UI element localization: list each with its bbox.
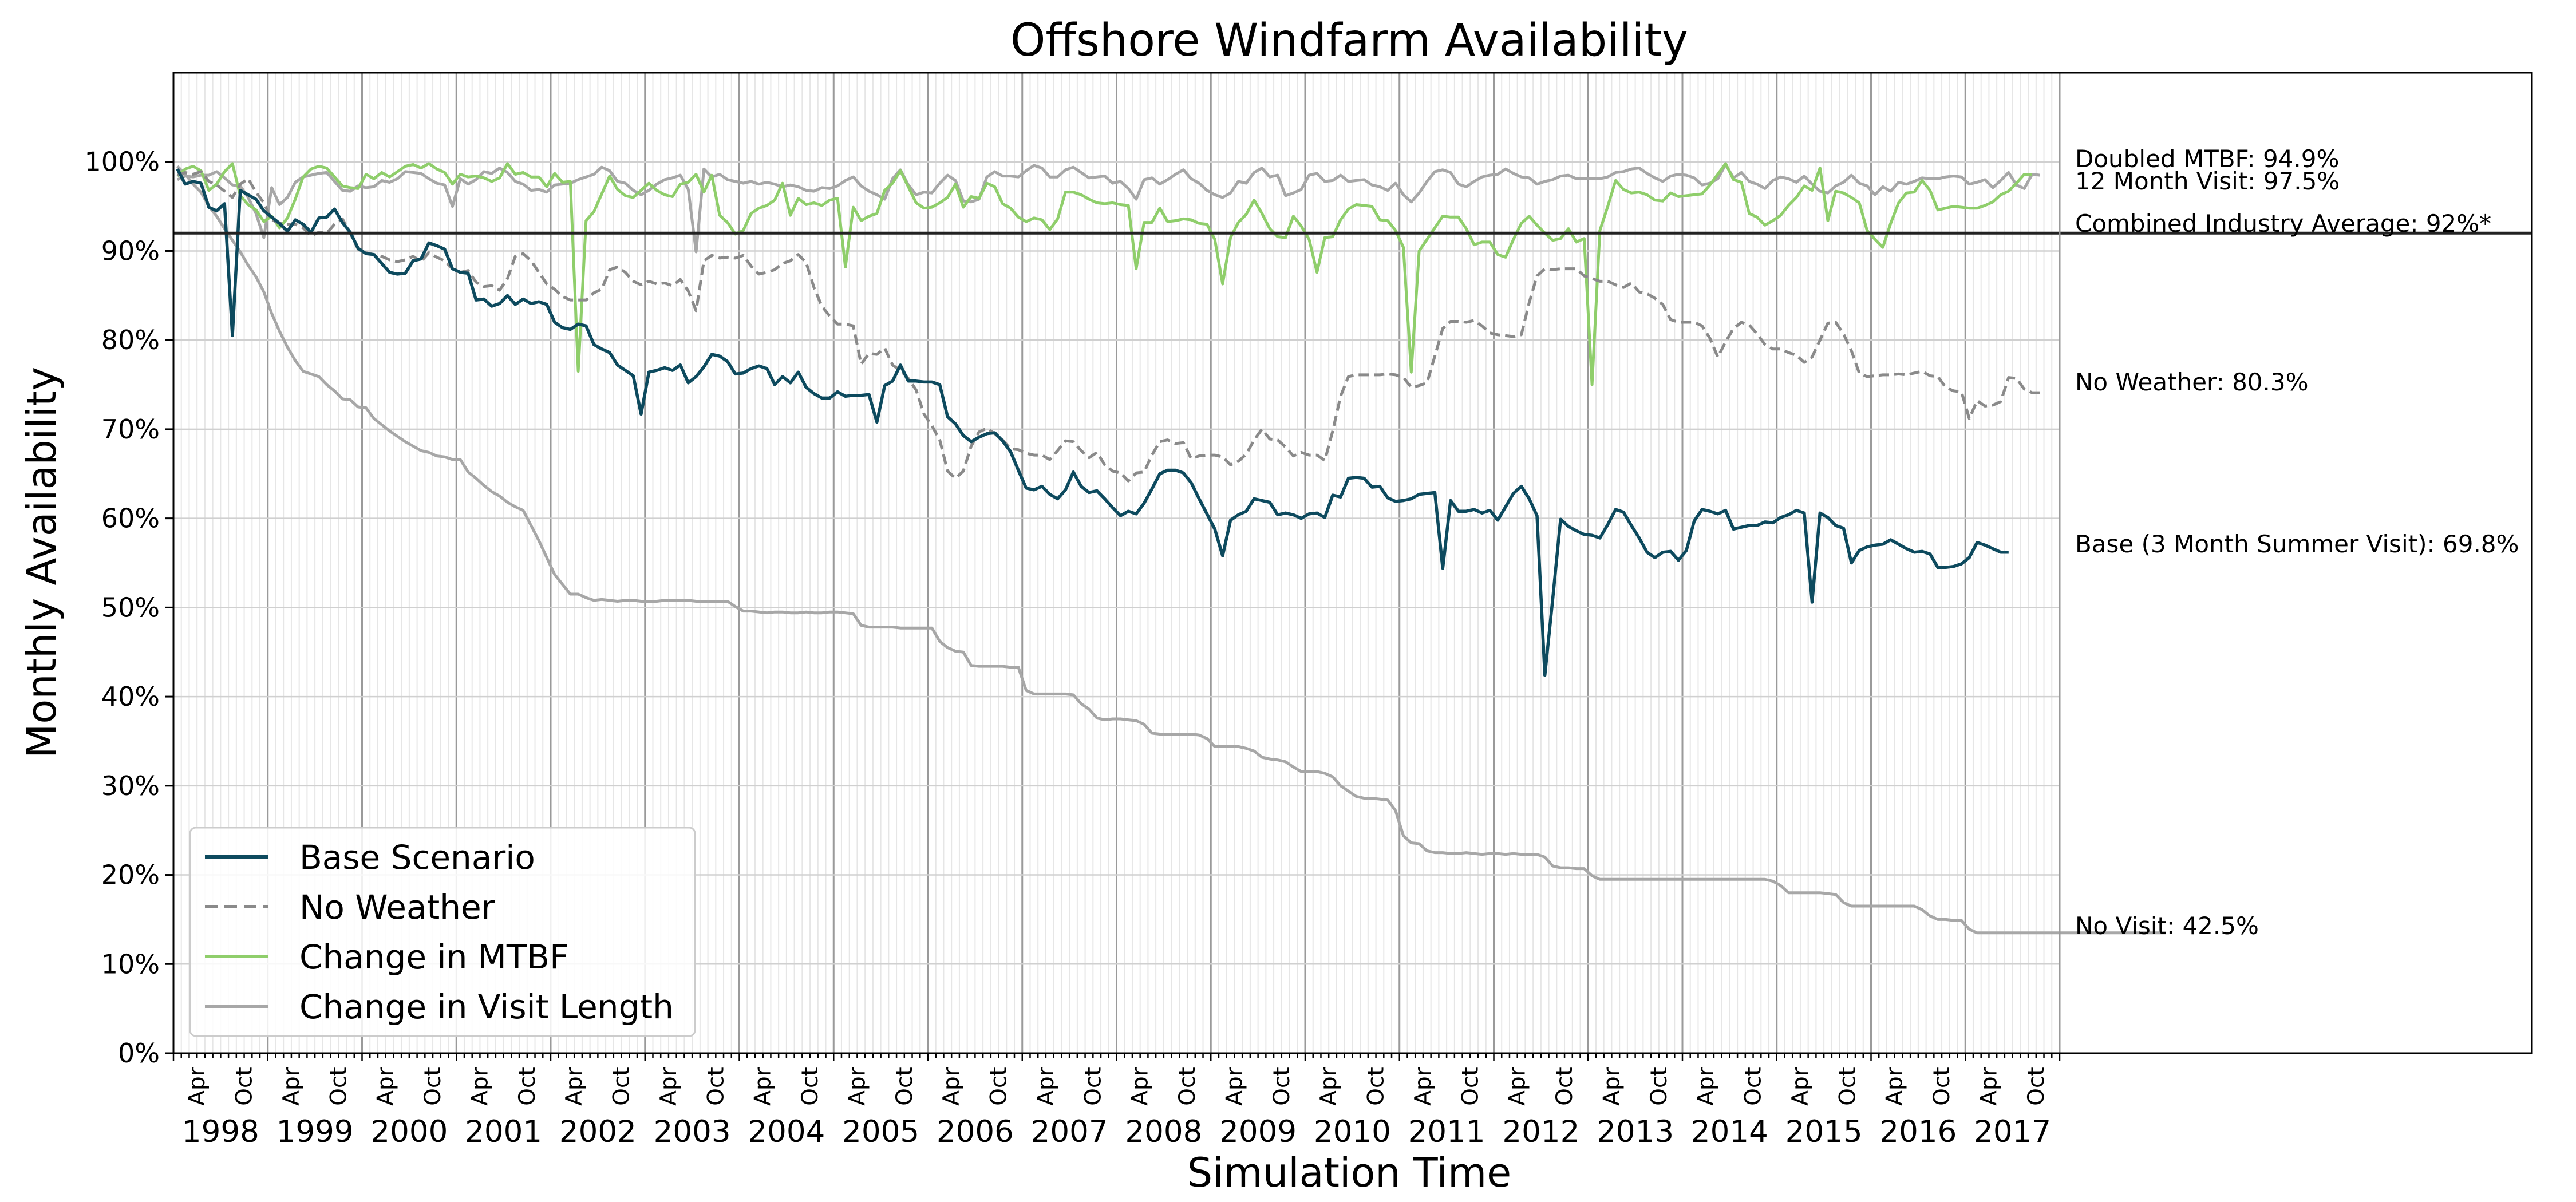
series-line-4 bbox=[176, 165, 2166, 935]
y-tick-label: 70% bbox=[101, 414, 160, 445]
x-month-label: Apr bbox=[1411, 1066, 1436, 1105]
x-month-label: Apr bbox=[1599, 1066, 1625, 1105]
y-axis: 0% 10% 20% 30% 40% 50% 60% 70% 80% 90% 100% bbox=[84, 147, 173, 1069]
legend: Base Scenario No Weather Change in MTBF Cha… bbox=[189, 827, 696, 1037]
x-year-label: 2009 bbox=[1219, 1114, 1297, 1149]
x-year-label: 2001 bbox=[465, 1114, 542, 1149]
x-month-label: Apr bbox=[1505, 1066, 1531, 1105]
x-month-label: Oct bbox=[703, 1067, 729, 1105]
end-label-industry-average: Combined Industry Average: 92%* bbox=[2075, 209, 2491, 238]
end-labels: Doubled MTBF: 94.9%12 Month Visit: 97.5%… bbox=[2075, 145, 2519, 940]
y-tick-label: 100% bbox=[84, 147, 160, 177]
x-month-label: Oct bbox=[1080, 1067, 1106, 1105]
series-line-1 bbox=[177, 170, 2040, 483]
x-month-label: Apr bbox=[1316, 1066, 1342, 1105]
x-year-label: 2008 bbox=[1125, 1114, 1202, 1149]
x-year-label: 2003 bbox=[654, 1114, 731, 1149]
y-tick-label: 40% bbox=[101, 681, 160, 712]
x-axis: Apr Oct 1998 Apr Oct 1999 Apr Oct 2000 Apr Oct 2001… bbox=[172, 1053, 2061, 1149]
x-month-label: Apr bbox=[373, 1066, 399, 1105]
x-year-label: 1999 bbox=[276, 1114, 354, 1149]
x-month-label: Oct bbox=[986, 1067, 1012, 1105]
x-year-label: 2014 bbox=[1691, 1114, 1768, 1149]
x-month-label: Oct bbox=[232, 1067, 258, 1105]
legend-label: Change in Visit Length bbox=[299, 987, 674, 1026]
y-tick-label: 30% bbox=[101, 770, 160, 801]
y-tick-label: 0% bbox=[118, 1038, 160, 1069]
x-year-label: 2012 bbox=[1502, 1114, 1579, 1149]
y-tick-label: 50% bbox=[101, 592, 160, 623]
legend-label: Change in MTBF bbox=[299, 938, 568, 976]
x-year-label: 2017 bbox=[1974, 1114, 2051, 1149]
legend-label: Base Scenario bbox=[299, 838, 535, 877]
x-month-label: Oct bbox=[1741, 1067, 1767, 1105]
x-month-label: Oct bbox=[420, 1067, 446, 1105]
x-month-label: Apr bbox=[467, 1066, 493, 1105]
x-year-label: 2015 bbox=[1785, 1114, 1863, 1149]
x-year-label: 2000 bbox=[370, 1114, 448, 1149]
x-month-label: Apr bbox=[1033, 1066, 1059, 1105]
series-layer bbox=[176, 162, 2166, 935]
x-month-label: Apr bbox=[562, 1066, 587, 1105]
x-axis-label: Simulation Time bbox=[1187, 1149, 1511, 1196]
x-month-label: Oct bbox=[1835, 1067, 1860, 1105]
x-month-label: Apr bbox=[1222, 1066, 1247, 1105]
y-tick-label: 20% bbox=[101, 860, 160, 891]
x-month-label: Oct bbox=[326, 1067, 351, 1105]
end-label-series-0: Base (3 Month Summer Visit): 69.8% bbox=[2075, 530, 2519, 558]
x-month-label: Oct bbox=[892, 1067, 918, 1105]
x-year-label: 2013 bbox=[1597, 1114, 1674, 1149]
end-label-series-1: No Weather: 80.3% bbox=[2075, 368, 2309, 396]
x-year-label: 2004 bbox=[748, 1114, 825, 1149]
x-month-label: Apr bbox=[939, 1066, 965, 1105]
reference-line-layer bbox=[173, 73, 2532, 1053]
y-tick-label: 90% bbox=[101, 235, 160, 266]
chart-title: Offshore Windfarm Availability bbox=[1010, 15, 1688, 66]
y-tick-label: 80% bbox=[101, 325, 160, 355]
x-month-label: Apr bbox=[1788, 1066, 1814, 1105]
x-year-label: 2007 bbox=[1031, 1114, 1108, 1149]
x-month-label: Apr bbox=[1882, 1066, 1908, 1105]
end-label-series-4: No Visit: 42.5% bbox=[2075, 912, 2259, 940]
x-month-label: Apr bbox=[1128, 1066, 1153, 1105]
x-year-label: 2016 bbox=[1879, 1114, 1957, 1149]
end-label-series-2: Doubled MTBF: 94.9% bbox=[2075, 145, 2339, 173]
x-month-label: Oct bbox=[1175, 1067, 1200, 1105]
x-month-label: Oct bbox=[1457, 1067, 1483, 1105]
x-month-label: Apr bbox=[1976, 1066, 2002, 1105]
x-month-label: Oct bbox=[1269, 1067, 1295, 1105]
x-year-label: 1998 bbox=[182, 1114, 259, 1149]
y-tick-label: 10% bbox=[101, 948, 160, 979]
x-month-label: Apr bbox=[844, 1066, 870, 1105]
x-month-label: Apr bbox=[656, 1066, 682, 1105]
x-month-label: Oct bbox=[1364, 1067, 1389, 1105]
x-month-label: Oct bbox=[1552, 1067, 1578, 1105]
x-year-label: 2006 bbox=[937, 1114, 1014, 1149]
x-year-label: 2010 bbox=[1314, 1114, 1391, 1149]
x-month-label: Apr bbox=[750, 1066, 776, 1105]
x-year-label: 2002 bbox=[559, 1114, 637, 1149]
x-month-label: Oct bbox=[797, 1067, 823, 1105]
series-line-0 bbox=[176, 168, 2009, 677]
x-year-label: 2011 bbox=[1408, 1114, 1485, 1149]
x-month-label: Apr bbox=[184, 1066, 210, 1105]
x-month-label: Oct bbox=[609, 1067, 635, 1105]
x-month-label: Oct bbox=[1929, 1067, 1955, 1105]
legend-box bbox=[189, 827, 696, 1037]
x-month-label: Oct bbox=[2024, 1067, 2049, 1105]
x-month-label: Oct bbox=[515, 1067, 540, 1105]
y-tick-label: 60% bbox=[101, 503, 160, 534]
y-axis-label: Monthly Availability bbox=[18, 367, 65, 758]
x-month-label: Oct bbox=[1646, 1067, 1672, 1105]
x-year-label: 2005 bbox=[842, 1114, 919, 1149]
series-line-2 bbox=[176, 162, 2032, 386]
end-label-series-3: 12 Month Visit: 97.5% bbox=[2075, 167, 2340, 195]
legend-label: No Weather bbox=[299, 888, 495, 927]
x-month-label: Apr bbox=[1693, 1066, 1719, 1105]
x-month-label: Apr bbox=[279, 1066, 305, 1105]
horizontal-gridlines bbox=[173, 161, 2060, 1054]
